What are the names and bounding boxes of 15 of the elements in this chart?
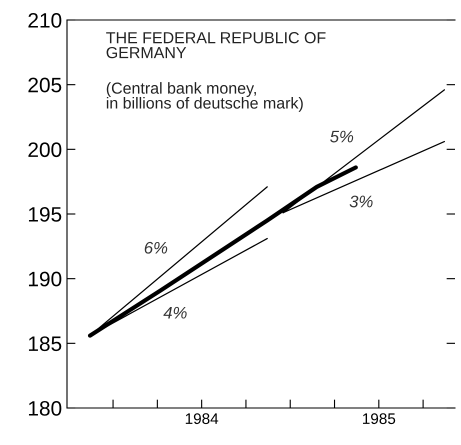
x-tick-label: 1985 [362, 413, 396, 424]
series-label: 4% [163, 306, 187, 319]
text: (Central bank money, in billions of deutsche mark) [106, 82, 303, 112]
series-label: 3% [350, 196, 373, 208]
y-tick-label: 195 [28, 207, 62, 222]
y-tick-label: 190 [28, 272, 62, 286]
series-label: 6% [144, 242, 168, 254]
y-tick-label: 200 [28, 142, 62, 158]
y-tick-label: 210 [28, 13, 62, 28]
text: THE FEDERAL REPUBLIC OF GERMANY [106, 32, 326, 58]
x-tick-label: 1984 [186, 413, 218, 424]
series-label: 5% [330, 130, 354, 142]
y-tick-label: 180 [28, 401, 62, 416]
y-tick-label: 185 [28, 336, 62, 352]
y-tick-label: 205 [28, 78, 62, 92]
